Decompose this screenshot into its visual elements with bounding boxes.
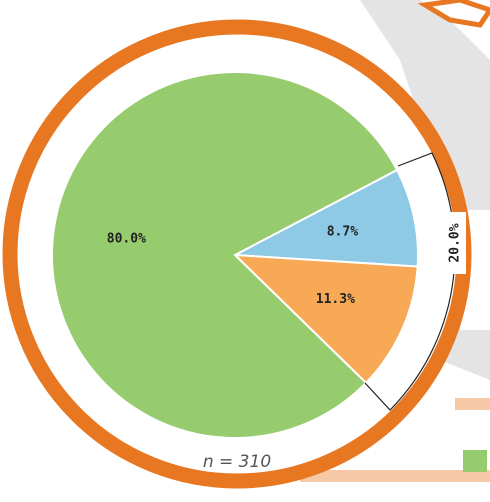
chart: 8.7% 11.3% 80.0% 20.0% n = 310 bbox=[0, 0, 490, 502]
value-label: 80.0% bbox=[107, 232, 146, 247]
page: {"chart_data": {"type": "pie", "values":… bbox=[0, 0, 490, 502]
value-label: 8.7% bbox=[327, 225, 358, 240]
sample-size: n = 310 bbox=[203, 452, 271, 472]
value-label: 11.3% bbox=[316, 292, 355, 307]
bracket-label: 20.0% bbox=[448, 223, 463, 262]
pie: 8.7% 11.3% 80.0% bbox=[52, 72, 418, 438]
